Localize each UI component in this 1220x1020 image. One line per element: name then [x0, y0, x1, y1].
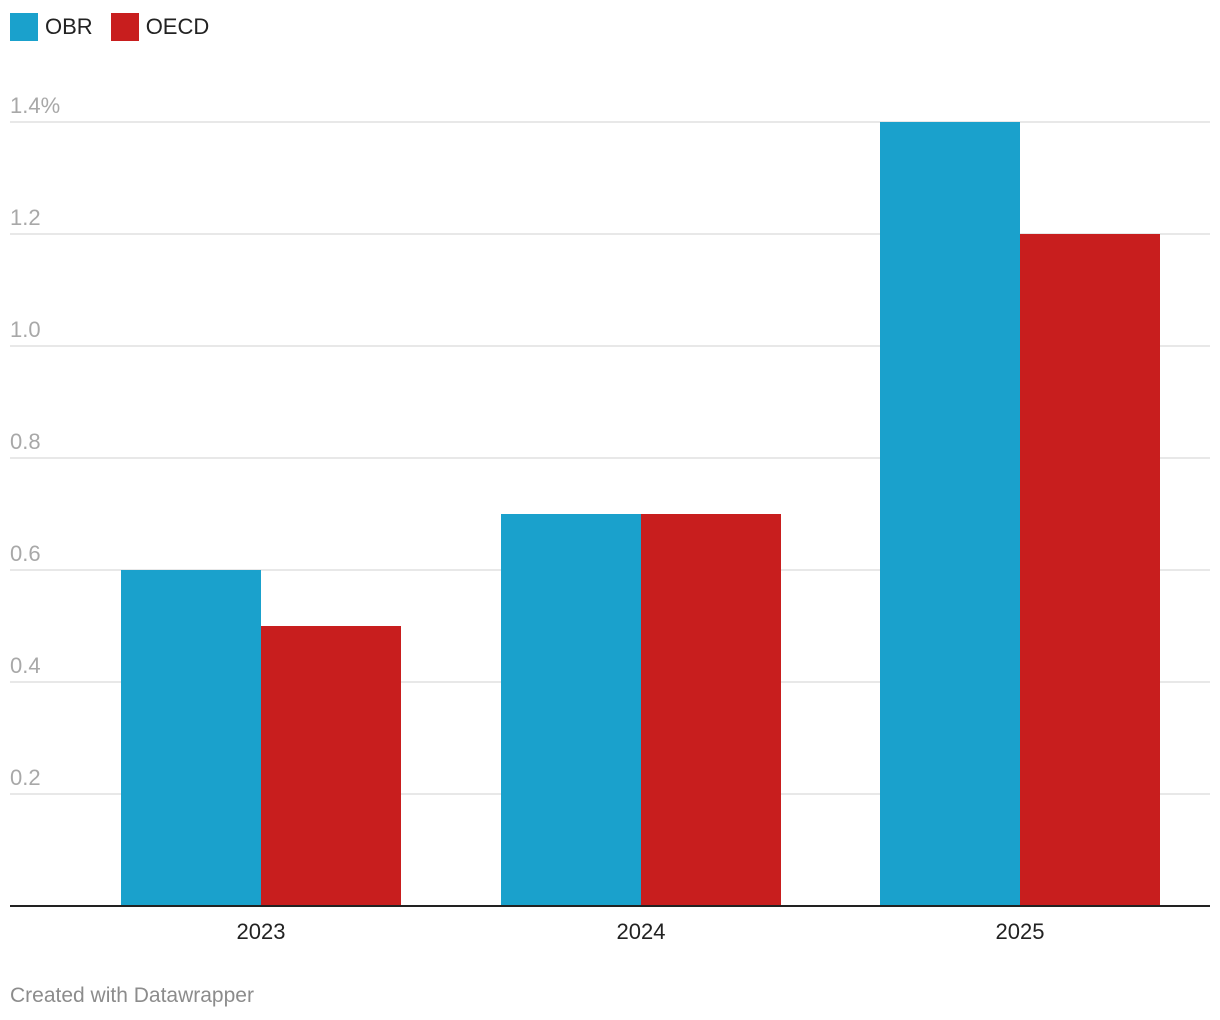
legend-label-obr: OBR [45, 14, 93, 39]
x-tick-label: 2025 [996, 919, 1045, 944]
bar-oecd-2024 [641, 514, 781, 906]
x-tick-label: 2024 [617, 919, 666, 944]
chart-legend: OBR OECD [10, 12, 227, 42]
y-tick-label: 0.8 [10, 429, 41, 454]
footer-credit: Created with Datawrapper [10, 984, 254, 1007]
bar-obr-2023 [121, 570, 261, 906]
legend-item-obr: OBR [10, 13, 93, 41]
bar-obr-2024 [501, 514, 641, 906]
legend-swatch-oecd [110, 13, 139, 41]
bar-chart: 0.2 0.4 0.6 0.8 1.0 1.2 1.4% 2023 2024 2025 [10, 93, 1210, 944]
legend-item-oecd: OECD [110, 13, 210, 41]
y-tick-label: 1.4% [10, 93, 60, 118]
y-tick-label: 0.2 [10, 765, 41, 790]
bar-oecd-2023 [261, 626, 401, 906]
y-tick-label: 1.0 [10, 317, 41, 342]
bar-oecd-2025 [1020, 234, 1160, 906]
legend-label-oecd: OECD [145, 14, 210, 39]
y-tick-label: 1.2 [10, 205, 41, 230]
y-tick-label: 0.4 [10, 653, 41, 678]
bars [121, 122, 1160, 906]
y-tick-label: 0.6 [10, 541, 41, 566]
legend-swatch-obr [10, 13, 38, 41]
x-tick-label: 2023 [237, 919, 286, 944]
axes: 2023 2024 2025 [10, 905, 1210, 944]
bar-obr-2025 [880, 122, 1020, 906]
